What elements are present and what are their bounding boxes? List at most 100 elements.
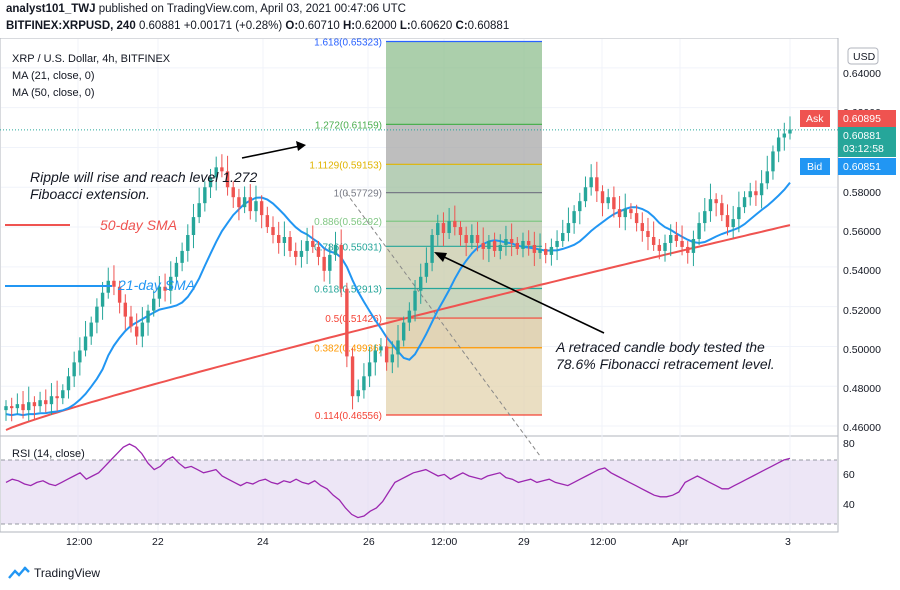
time-label-8: 3: [785, 536, 791, 548]
candle-body: [759, 183, 764, 196]
candle-body: [447, 221, 451, 234]
candle-body: [174, 262, 179, 277]
candle-body: [612, 197, 616, 210]
rsi-tick-40: 40: [843, 499, 855, 511]
price-tick-8: 0.46000: [843, 422, 881, 434]
time-label-5: 29: [518, 536, 530, 548]
candle-body: [271, 227, 275, 236]
annotation-retrace-line1: A retraced candle body tested the: [555, 339, 765, 355]
candle-body: [526, 240, 531, 245]
candle-body: [470, 235, 474, 243]
high-value: 0.62000: [355, 20, 397, 32]
price-tick-7: 0.48000: [843, 383, 881, 395]
candle-body: [208, 177, 213, 188]
fib-zone: [386, 246, 542, 289]
candle-body: [373, 350, 377, 363]
candle-body: [4, 406, 8, 411]
candle-body: [765, 171, 769, 184]
candle-body: [686, 246, 690, 253]
candle-body: [771, 151, 775, 172]
currency-badge[interactable]: [847, 47, 879, 65]
time-label-0: 12:00: [66, 536, 92, 548]
candle-body: [390, 354, 395, 363]
candle-body: [248, 197, 252, 212]
annotation-rise-line1: Ripple will rise and reach level 1.272: [30, 169, 257, 185]
high-label: H:: [342, 20, 356, 32]
candle-body: [561, 233, 565, 241]
candle-body: [254, 201, 258, 212]
candle-body: [350, 356, 355, 397]
fibonacci-tool[interactable]: 1.618(0.65323) 1.272(0.61159) 1.1129(0.591…: [0, 38, 838, 457]
candle-body: [629, 209, 633, 214]
candle-body: [600, 191, 605, 204]
fib-trend-line: [345, 192, 541, 457]
candle-body: [265, 215, 270, 228]
candle-body: [731, 219, 735, 228]
candle-body: [191, 217, 196, 236]
candle-body: [703, 211, 707, 224]
rsi-pane: [1, 443, 837, 525]
last-price-tag: [838, 127, 896, 157]
rsi-band: [1, 460, 837, 524]
price-tick-5: 0.52000: [843, 305, 881, 317]
candle-body: [237, 197, 241, 208]
low-value: 0.60620: [410, 20, 453, 32]
candle-body: [578, 201, 582, 212]
candle-body: [606, 197, 610, 204]
annotation-retrace: A retraced candle body tested the 78.6% …: [434, 252, 775, 372]
candle-body: [61, 390, 65, 399]
price-tick-6: 0.50000: [843, 344, 881, 356]
candle-body: [742, 197, 747, 208]
chart-canvas[interactable]: 1.618(0.65323) 1.272(0.61159) 1.1129(0.591…: [0, 38, 900, 560]
candle-body: [782, 133, 787, 138]
candle-body: [657, 244, 662, 251]
candle-body: [299, 250, 304, 257]
tradingview-logo[interactable]: TradingView: [8, 566, 100, 580]
candle-body: [776, 137, 781, 152]
candle-body: [555, 240, 559, 247]
publish-info: published on TradingView.com, April 03, …: [98, 3, 406, 15]
time-label-1: 22: [152, 536, 164, 548]
candle-body: [481, 242, 485, 249]
candle-body: [242, 197, 247, 208]
candle-body: [55, 396, 59, 399]
candle-body: [157, 286, 162, 299]
candle-body: [44, 400, 48, 405]
candle-body: [339, 244, 343, 289]
ask-price: 0.60895: [843, 113, 881, 125]
publisher-name[interactable]: analyst101_TWJ: [6, 3, 96, 15]
candle-body: [117, 286, 122, 303]
candle-body: [680, 240, 684, 247]
candle-body: [78, 350, 82, 363]
retrace-arrow: [441, 255, 605, 334]
candle-body: [83, 336, 88, 351]
fib-level-label: 1(0.57729): [334, 189, 382, 200]
bid-label: Bid: [807, 161, 822, 173]
candle-body: [640, 223, 644, 232]
footer: TradingView: [0, 560, 900, 590]
fib-level-label: 1.1129(0.59153): [309, 160, 382, 171]
fib-zone: [386, 41, 542, 125]
rsi-tick-80: 80: [843, 438, 855, 450]
candle-body: [146, 310, 150, 323]
time-label-7: Apr: [672, 536, 689, 548]
price-tick-0: 0.64000: [843, 68, 881, 80]
candle-body: [487, 240, 491, 249]
candle-body: [214, 167, 218, 178]
candle-body: [328, 254, 332, 271]
candle-body: [95, 306, 99, 323]
candle-body: [100, 292, 105, 307]
close-label: C:: [455, 20, 468, 32]
candle-body: [180, 250, 184, 263]
candle-body: [697, 223, 701, 239]
ask-label: Ask: [806, 113, 824, 125]
candle-body: [231, 187, 235, 198]
candle-body: [27, 402, 31, 411]
fib-zone: [386, 124, 542, 165]
candle-body: [521, 240, 525, 249]
time-label-4: 12:00: [431, 536, 457, 548]
fib-level-label: 0.114(0.46556): [315, 411, 382, 422]
open-label: O:: [285, 20, 299, 32]
candle-body: [9, 406, 14, 409]
legend-title: XRP / U.S. Dollar, 4h, BITFINEX: [12, 53, 171, 65]
